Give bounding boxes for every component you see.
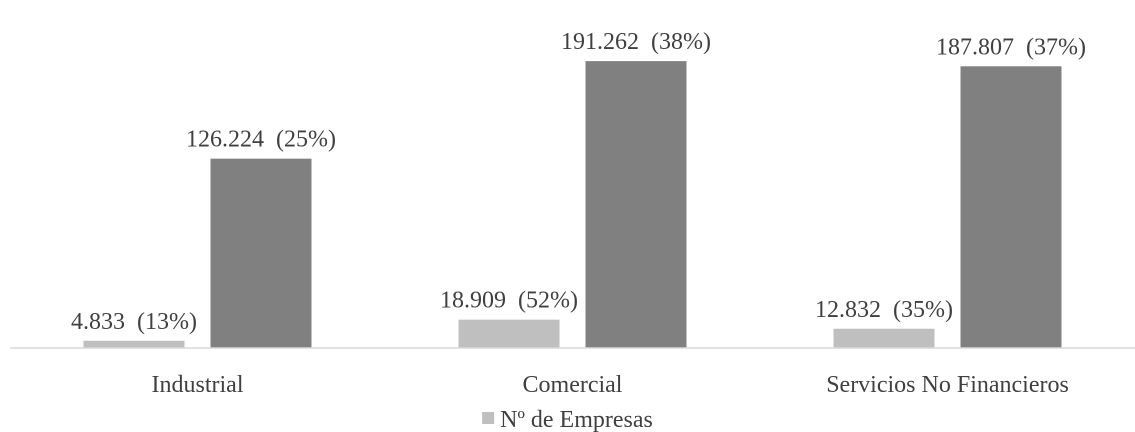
x-tick-label: Servicios No Financieros — [826, 372, 1069, 398]
data-label: 4.833 (13%) — [71, 309, 197, 335]
data-label: 187.807 (37%) — [936, 34, 1086, 60]
data-label: 18.909 (52%) — [440, 288, 578, 314]
bars-group — [83, 61, 1062, 349]
bar-series2-servicios-no-financieros — [960, 66, 1062, 349]
data-label: 12.832 (35%) — [815, 297, 953, 323]
bar-empresas-comercial — [458, 319, 560, 348]
bar-labels-group: 4.833 (13%) 126.224 (25%) 18.909 (52%) 191.… — [71, 29, 1086, 335]
data-label: 126.224 (25%) — [186, 127, 336, 153]
legend: Nº de Empresas — [482, 407, 653, 432]
bar-empresas-servicios-no-financieros — [833, 328, 935, 348]
x-tick-labels-group: Industrial Comercial Servicios No Financie… — [152, 372, 1069, 398]
legend-label: Nº de Empresas — [500, 407, 653, 432]
x-tick-label: Industrial — [152, 372, 244, 398]
bar-empresas-industrial — [83, 340, 185, 348]
bar-series2-industrial — [210, 158, 312, 348]
x-tick-label: Comercial — [523, 372, 623, 398]
bar-series2-comercial — [585, 61, 687, 349]
legend-swatch — [482, 412, 495, 424]
data-label: 191.262 (38%) — [561, 29, 711, 55]
